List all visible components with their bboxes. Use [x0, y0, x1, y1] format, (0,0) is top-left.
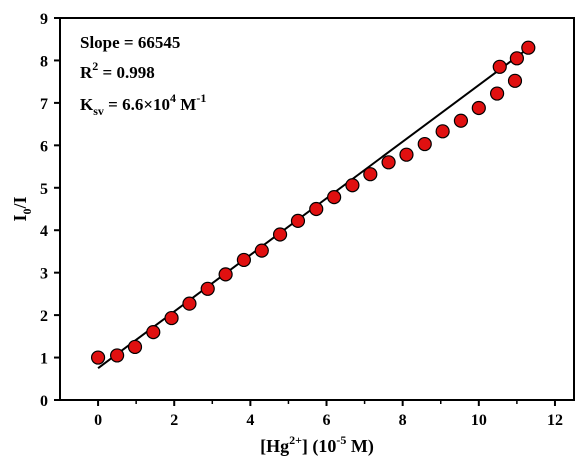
points-layer [90, 40, 536, 365]
x-axis-title: [Hg2+] (10-5 M) [260, 433, 374, 457]
data-point [471, 100, 486, 116]
ksv-annotation: Ksv = 6.6×104 M-1 [80, 91, 206, 118]
x-tick-label: 12 [547, 412, 563, 429]
data-point [127, 339, 143, 355]
data-point [521, 40, 536, 55]
x-tick-label: 4 [246, 412, 254, 429]
y-axis-title: I0/I [10, 196, 34, 221]
y-tick-label: 8 [40, 53, 48, 70]
data-point [327, 190, 342, 205]
y-tick-label: 3 [40, 266, 48, 283]
y-tick-label: 5 [40, 181, 48, 198]
data-point [417, 136, 432, 152]
data-point [272, 227, 288, 242]
plot-frame [59, 17, 575, 401]
data-point [509, 51, 524, 66]
x-tick-label: 0 [94, 412, 102, 429]
x-ticks: 0 2 4 6 8 10 12 [94, 400, 563, 429]
data-point [182, 296, 197, 311]
data-point [236, 252, 251, 268]
data-point [200, 281, 215, 296]
x-tick-label: 2 [170, 412, 178, 429]
slope-annotation: Slope = 66545 [80, 33, 180, 52]
y-tick-label: 1 [40, 351, 48, 368]
x-tick-label: 6 [323, 412, 331, 429]
x-tick-label: 10 [471, 412, 487, 429]
data-point [489, 86, 505, 101]
r2-annotation: R2 = 0.998 [80, 59, 155, 82]
data-point [363, 167, 378, 182]
data-point [453, 113, 469, 128]
data-point [254, 243, 269, 258]
data-point [435, 124, 450, 139]
data-point [309, 201, 324, 217]
data-point [290, 213, 306, 228]
data-point [164, 310, 179, 326]
data-point [492, 59, 507, 74]
y-tick-label: 4 [40, 223, 48, 240]
data-point [381, 155, 396, 170]
y-tick-label: 9 [40, 11, 48, 28]
y-tick-label: 0 [40, 393, 48, 410]
data-point [90, 350, 106, 365]
data-point [399, 147, 414, 162]
x-tick-label: 8 [399, 412, 407, 429]
data-point [146, 324, 161, 340]
y-tick-label: 2 [40, 308, 48, 325]
y-ticks: 0 1 2 3 4 5 6 7 8 9 [40, 11, 60, 410]
data-point [110, 348, 125, 363]
data-point [507, 73, 523, 88]
y-tick-label: 7 [40, 96, 48, 113]
y-tick-label: 6 [40, 138, 48, 155]
data-point [218, 267, 233, 282]
data-point [345, 178, 360, 193]
